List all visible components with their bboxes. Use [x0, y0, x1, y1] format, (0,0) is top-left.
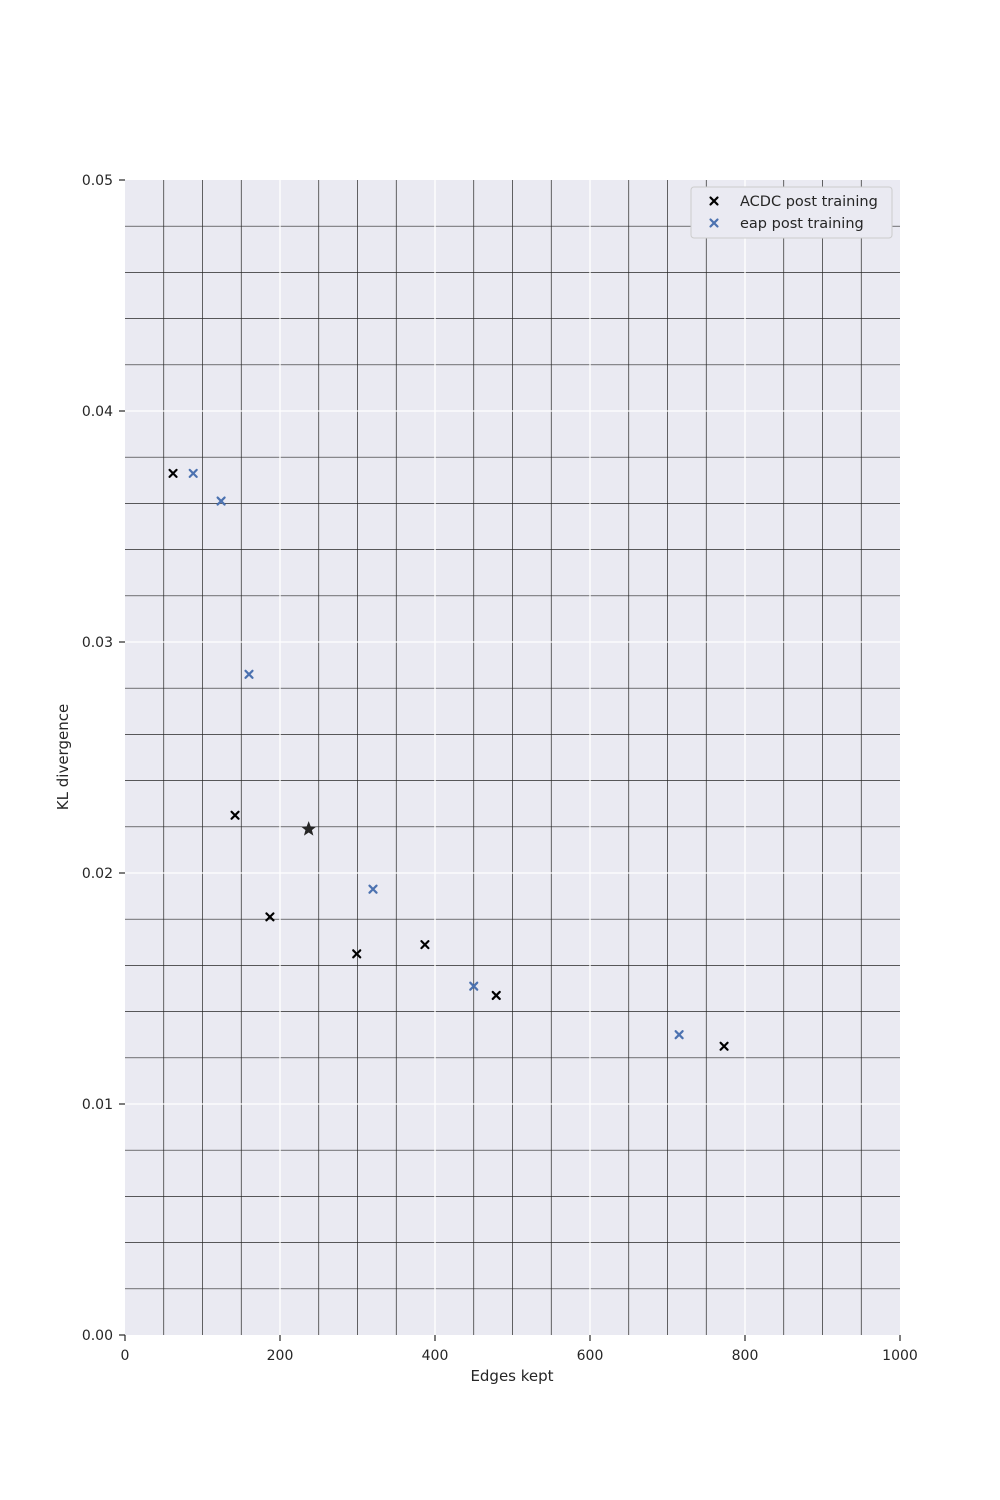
acdc-point [420, 940, 430, 950]
legend-marker-eap [709, 218, 719, 228]
legend-marker-acdc [709, 196, 719, 206]
y-tick-label: 0.05 [82, 173, 113, 189]
data-points [168, 468, 729, 1051]
eap-point [188, 468, 198, 478]
grid [125, 180, 900, 1335]
y-tick-label: 0.01 [82, 1097, 113, 1113]
legend-marker-x-eap [709, 218, 719, 228]
x-tick-label: 800 [732, 1348, 759, 1364]
acdc-point [230, 810, 240, 820]
acdc-point [352, 949, 362, 959]
eap-point [469, 981, 479, 991]
eap-point [368, 884, 378, 894]
y-tick-label: 0.03 [82, 635, 113, 651]
highlight-star-point [301, 821, 317, 836]
x-tick-label: 1000 [882, 1348, 918, 1364]
x-tick-label: 0 [121, 1348, 130, 1364]
acdc-point [265, 912, 275, 922]
y-tick-label: 0.00 [82, 1328, 113, 1344]
y-axis-label: KL divergence [54, 704, 72, 810]
x-tick-label: 200 [267, 1348, 294, 1364]
eap-point [216, 496, 226, 506]
legend-label-acdc: ACDC post training [740, 194, 878, 210]
acdc-point [719, 1041, 729, 1051]
x-tick-label: 400 [422, 1348, 449, 1364]
axis-ticks: 0 200 400 600 800 1000 0.00 0.01 0.02 0.03 0.04 0.0… [82, 173, 918, 1364]
legend-box [690, 186, 893, 239]
legend-label-eap: eap post training [740, 216, 864, 232]
legend-marker-x-acdc [709, 196, 719, 206]
y-tick-label: 0.02 [82, 866, 113, 882]
legend: ACDC post training eap post training [690, 186, 893, 239]
eap-point [674, 1030, 684, 1040]
eap-point [244, 669, 254, 679]
y-tick-label: 0.04 [82, 404, 113, 420]
acdc-point [491, 990, 501, 1001]
acdc-point [168, 468, 178, 478]
x-tick-label: 600 [577, 1348, 604, 1364]
x-axis-label: Edges kept [470, 1367, 553, 1385]
